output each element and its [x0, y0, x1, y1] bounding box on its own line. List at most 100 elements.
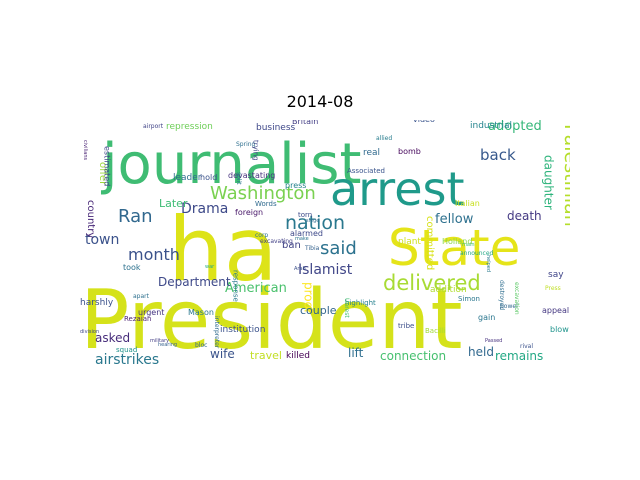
word-bloc: bloc — [195, 342, 207, 349]
word-journalist: journalist — [100, 132, 361, 197]
word-couple: couple — [300, 304, 337, 317]
word-corp: corp — [255, 232, 268, 239]
word-highlight: highlight — [345, 299, 376, 307]
word-killed: killed — [286, 351, 310, 361]
word-offer: offer — [97, 162, 108, 186]
word-delivered: delivered — [383, 271, 481, 295]
word-committed: committed — [424, 216, 435, 270]
word-death: death — [507, 209, 542, 223]
word-main: main — [462, 242, 475, 248]
word-palestinian: Palestinian — [560, 124, 570, 227]
word-destroyed: destroyed — [498, 280, 505, 310]
word-president: President — [80, 273, 463, 368]
word-unrest: Unrest — [343, 298, 350, 318]
word-month: month — [128, 245, 180, 264]
word-split: split — [235, 172, 242, 185]
word-daughter: daughter — [542, 155, 556, 210]
word-department: Department — [158, 275, 231, 289]
word-state: State — [388, 219, 520, 277]
word-proof: proof — [302, 282, 316, 314]
word-back: back — [480, 146, 516, 164]
word-holland: Holland — [442, 237, 472, 246]
word-plant: plant — [398, 237, 421, 247]
word-simon: Simon — [458, 295, 480, 303]
word-division: division — [80, 329, 99, 335]
word-words: Words — [255, 200, 277, 208]
word-repression: repression — [166, 122, 213, 132]
word-response: response — [232, 270, 240, 302]
word-powel: powel — [500, 303, 518, 310]
word-squad: squad — [116, 346, 137, 354]
word-country: country — [85, 200, 96, 238]
word-tibia: Tibia — [304, 245, 320, 252]
word-bomb: bomb — [398, 147, 421, 156]
word-appeal: appeal — [542, 306, 569, 315]
word-urgent: urgent — [138, 308, 164, 317]
word-real: real — [363, 148, 380, 158]
word-adopted: adopted — [488, 120, 542, 134]
word-passed: Passed — [485, 338, 502, 344]
word-addition: addition — [430, 285, 467, 295]
word-alarmed: alarmed — [290, 229, 323, 238]
word-estimated: estimated — [102, 146, 111, 186]
word-airport: airport — [143, 123, 164, 130]
word-gain: gain — [478, 313, 495, 322]
word-italian: Italian — [455, 199, 480, 208]
word-asked: asked — [95, 331, 130, 345]
word-hold: hold — [200, 173, 217, 182]
word-associated: Associated — [347, 167, 385, 175]
word-arab: Arab — [294, 266, 306, 272]
word-town: town — [85, 232, 119, 248]
chart-title: 2014-08 — [286, 92, 354, 111]
word-said: said — [320, 238, 357, 259]
word-washington: Washington — [210, 183, 316, 204]
word-bacilli: Bacilli — [425, 327, 446, 335]
word-trying: trying — [252, 140, 260, 161]
word-drama: Drama — [181, 201, 228, 217]
word-spring: Spring — [236, 141, 256, 148]
word-institution: institution — [220, 325, 265, 335]
word-mason: Mason — [188, 308, 214, 317]
word-press: Press — [545, 285, 561, 292]
word-american: American — [225, 281, 287, 296]
word-helped: helped — [485, 255, 491, 272]
word-later: Later — [159, 197, 188, 210]
word-say: say — [548, 270, 564, 280]
word-make: make — [295, 236, 309, 242]
word-ban: ban — [282, 240, 301, 251]
word-torn: torn — [298, 211, 312, 219]
word-leader: leader — [173, 173, 202, 183]
word-press: press — [285, 181, 306, 190]
word-apart: apart — [133, 293, 150, 300]
word-allied: allied — [376, 135, 392, 142]
word-siege: siege — [306, 218, 319, 224]
word-wife: wife — [210, 347, 235, 361]
word-connection: connection — [380, 349, 446, 363]
word-video: video — [413, 120, 435, 124]
word-blow: blow — [550, 325, 569, 334]
word-nation: nation — [285, 212, 345, 234]
word-islamist: Islamist — [298, 262, 353, 278]
word-excavating: excavating — [260, 238, 293, 245]
word-rezaian: Rezaian — [124, 315, 152, 323]
word-airstrikes: airstrikes — [95, 352, 159, 368]
word-excavation: excavation — [513, 282, 520, 315]
word-travel: travel — [250, 349, 282, 362]
word-remains: remains — [495, 349, 543, 363]
word-business: business — [256, 123, 296, 133]
word-lift: lift — [348, 346, 364, 360]
word-ran: Ran — [118, 206, 153, 227]
word-arrest: arrest — [330, 162, 465, 216]
word-civilians: civilians — [82, 140, 88, 160]
word-military: military — [150, 338, 169, 344]
word-britain: Britain — [292, 120, 318, 126]
word-harshly: harshly — [80, 298, 114, 308]
word-ha: ha — [168, 198, 278, 301]
word-hearing: hearing — [158, 342, 177, 348]
word-took: took — [123, 263, 141, 272]
word-industrial: industrial — [470, 121, 512, 131]
word-interpreter: interpreter — [213, 316, 220, 349]
word-war: war — [205, 264, 215, 270]
